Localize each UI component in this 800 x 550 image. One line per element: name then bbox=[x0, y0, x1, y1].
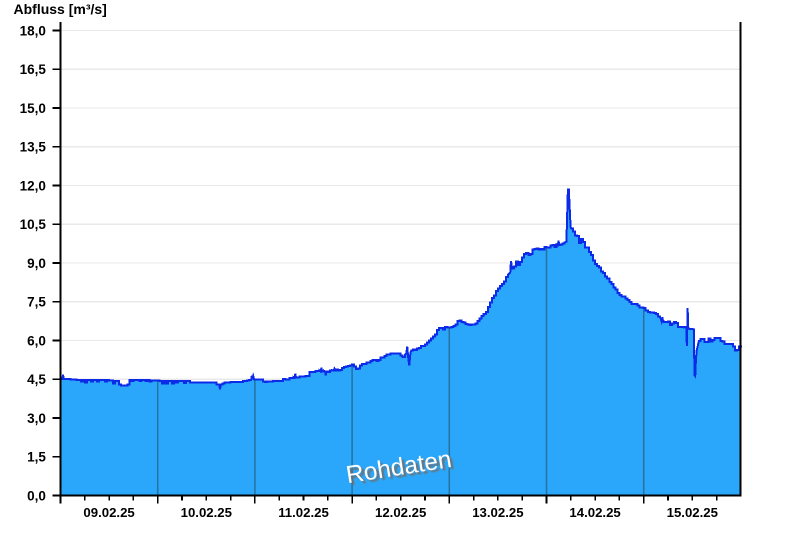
svg-text:10.02.25: 10.02.25 bbox=[181, 505, 232, 520]
svg-text:12,0: 12,0 bbox=[20, 178, 46, 193]
svg-text:Abfluss [m³/s]: Abfluss [m³/s] bbox=[14, 1, 107, 17]
svg-text:15.02.25: 15.02.25 bbox=[667, 505, 718, 520]
svg-text:10,5: 10,5 bbox=[20, 217, 47, 232]
svg-text:11.02.25: 11.02.25 bbox=[278, 505, 329, 520]
svg-text:16,5: 16,5 bbox=[20, 62, 47, 77]
svg-text:6,0: 6,0 bbox=[27, 333, 46, 348]
svg-text:12.02.25: 12.02.25 bbox=[375, 505, 426, 520]
svg-text:4,5: 4,5 bbox=[27, 372, 46, 387]
svg-text:09.02.25: 09.02.25 bbox=[83, 505, 134, 520]
svg-text:13,5: 13,5 bbox=[20, 140, 47, 155]
svg-text:15,0: 15,0 bbox=[20, 101, 46, 116]
svg-text:13.02.25: 13.02.25 bbox=[472, 505, 523, 520]
svg-text:7,5: 7,5 bbox=[27, 295, 46, 310]
svg-text:14.02.25: 14.02.25 bbox=[569, 505, 620, 520]
svg-text:0,0: 0,0 bbox=[27, 488, 46, 503]
svg-text:1,5: 1,5 bbox=[27, 450, 46, 465]
svg-text:9,0: 9,0 bbox=[27, 256, 46, 271]
svg-text:3,0: 3,0 bbox=[27, 411, 46, 426]
svg-text:18,0: 18,0 bbox=[20, 23, 46, 38]
